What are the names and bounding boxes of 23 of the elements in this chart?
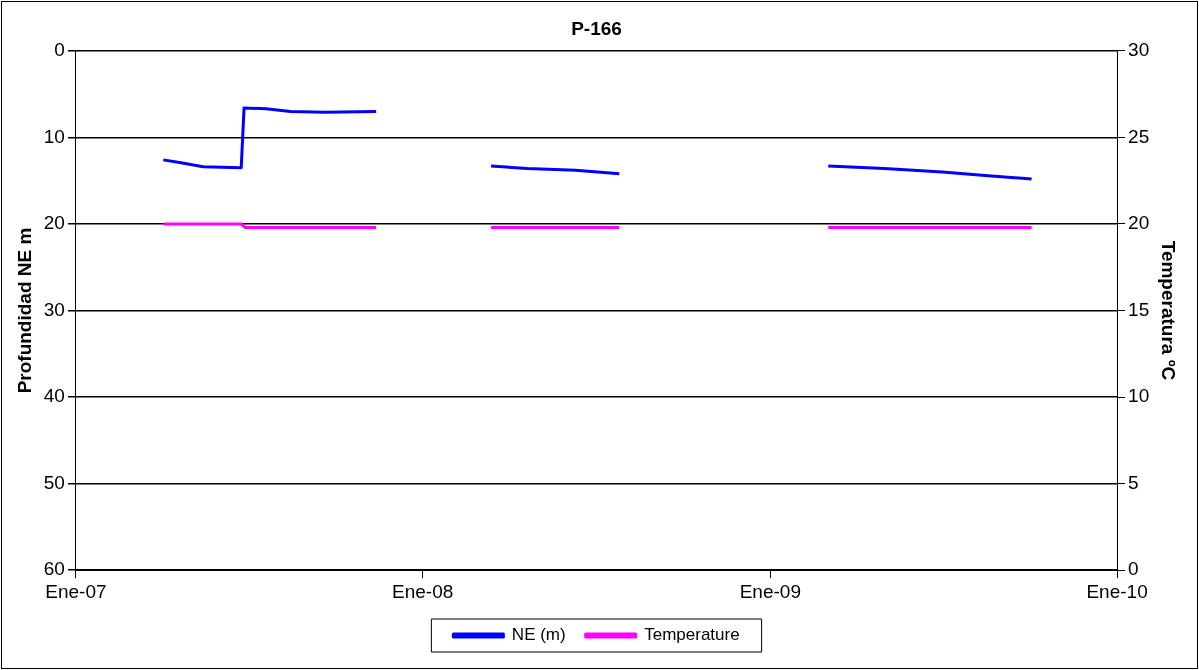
y-tick-label: 20 [43,212,65,234]
chart-title: P-166 [571,17,622,39]
y2-tick-label: 0 [1128,558,1139,580]
y-tick-label: 50 [43,471,65,493]
x-tick-label: Ene-10 [1086,580,1148,602]
y-tick-label: 40 [43,385,65,407]
x-tick-label: Ene-08 [392,580,454,602]
x-tick-label: Ene-09 [739,580,801,602]
y2-tick-label: 5 [1128,471,1139,493]
y2-axis-title: Temperatura ºC [1158,240,1180,381]
y-tick-label: 0 [54,39,65,61]
legend-label: NE (m) [511,625,566,645]
y-tick-label: 60 [43,558,65,580]
y2-tick-label: 30 [1128,39,1150,61]
y2-tick-label: 20 [1128,212,1150,234]
y2-tick-label: 25 [1128,125,1150,147]
legend-label: Temperature [644,625,740,645]
y2-tick-label: 10 [1128,385,1150,407]
y-axis-title: Profundidad NE m [13,227,35,394]
y2-tick-label: 15 [1128,298,1150,320]
y-tick-label: 10 [43,125,65,147]
x-tick-label: Ene-07 [45,580,107,602]
y-tick-label: 30 [43,298,65,320]
